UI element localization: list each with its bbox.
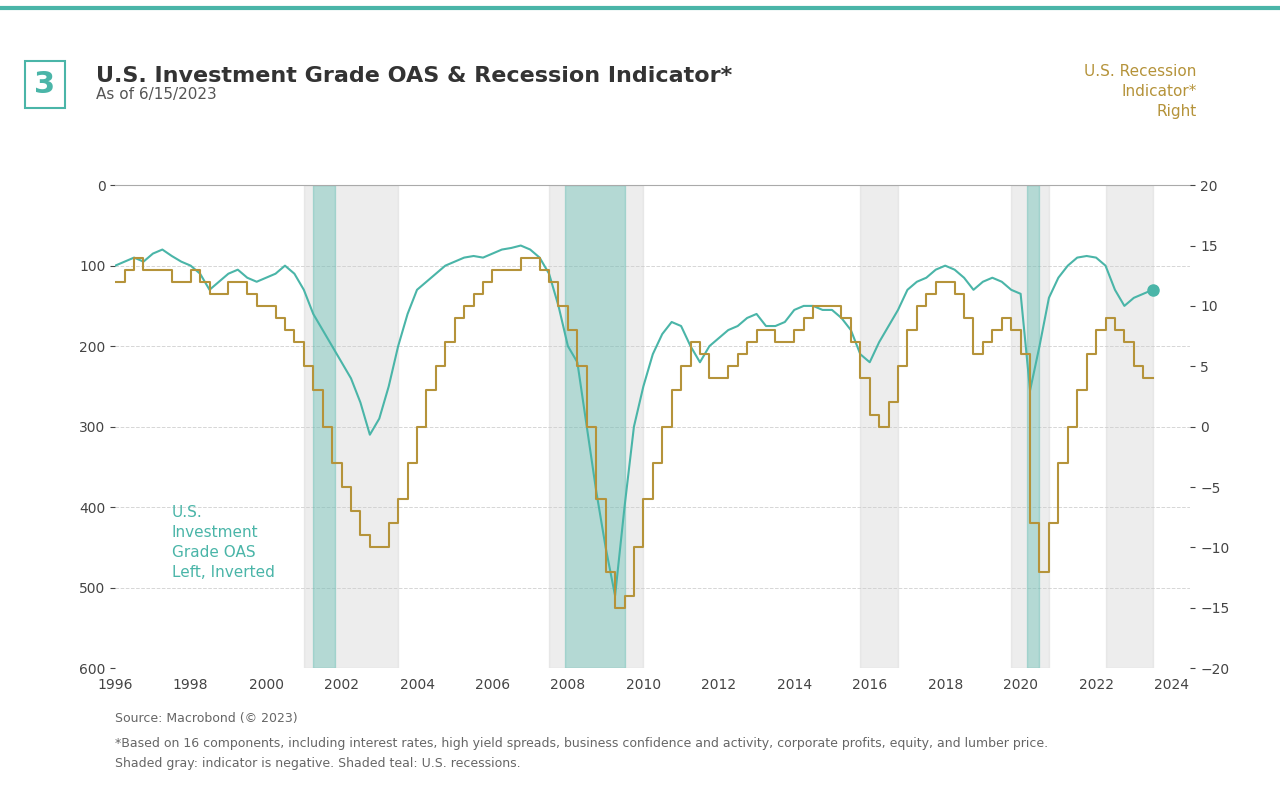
Text: Source: Macrobond (© 2023): Source: Macrobond (© 2023) (115, 712, 298, 725)
Bar (549, 185, 644, 668)
Text: As of 6/15/2023: As of 6/15/2023 (96, 88, 216, 102)
Text: Shaded gray: indicator is negative. Shaded teal: U.S. recessions.: Shaded gray: indicator is negative. Shad… (115, 757, 521, 770)
Bar (1011, 185, 1048, 668)
Bar (860, 185, 899, 668)
Bar (564, 185, 625, 668)
Text: U.S. Investment Grade OAS & Recession Indicator*: U.S. Investment Grade OAS & Recession In… (96, 67, 732, 86)
Bar (1027, 185, 1039, 668)
Text: U.S.
Investment
Grade OAS
Left, Inverted: U.S. Investment Grade OAS Left, Inverted (172, 506, 275, 580)
Bar (1106, 185, 1153, 668)
Text: *Based on 16 components, including interest rates, high yield spreads, business : *Based on 16 components, including inter… (115, 737, 1048, 749)
Bar (303, 185, 398, 668)
Bar (314, 185, 335, 668)
Text: 3: 3 (35, 70, 55, 99)
Text: U.S. Recession
Indicator*
Right: U.S. Recession Indicator* Right (1084, 64, 1197, 119)
